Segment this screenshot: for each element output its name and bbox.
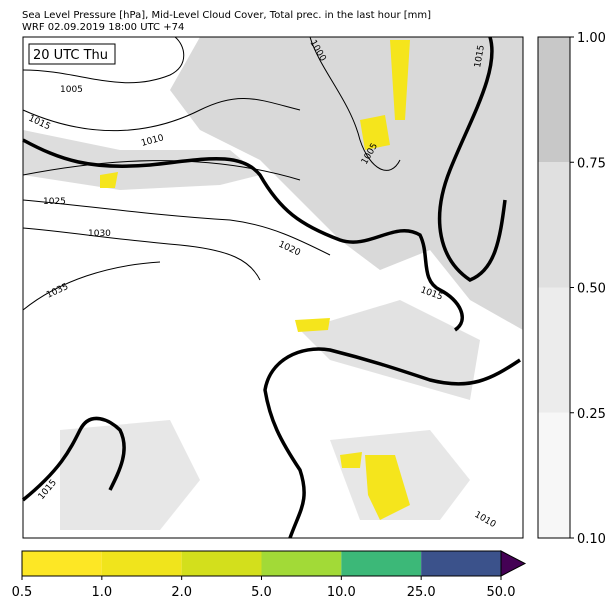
- precip-colorbar: 0.5 1.0 2.0 5.0 10.0 25.0 50.0: [12, 550, 527, 600]
- colorbar-tick-label: 1.00: [577, 31, 606, 46]
- cloud-areas: [23, 37, 523, 530]
- colorbar-band: [538, 37, 570, 163]
- precip-areas: [100, 40, 410, 520]
- colorbar-tick-label: 50.0: [487, 585, 516, 600]
- contour-label: 1015: [473, 44, 487, 68]
- colorbar-tick-label: 0.50: [577, 282, 606, 297]
- colorbar-band: [181, 551, 262, 576]
- colorbar-extension: [500, 550, 527, 577]
- colorbar-tick-label: 0.75: [577, 156, 606, 171]
- colorbar-tick-label: 0.10: [577, 532, 606, 547]
- colorbar-band: [261, 551, 342, 576]
- colorbar-band: [101, 551, 182, 576]
- colorbar-tick-label: 10.0: [327, 585, 356, 600]
- time-label-box: [28, 43, 116, 65]
- colorbar-tick-label: 1.0: [91, 585, 112, 600]
- map: 1005 1015 1010 1025 1030 1035 1020 1000 …: [21, 36, 524, 539]
- cloud-colorbar: 1.00 0.75 0.50 0.25 0.10: [537, 31, 606, 547]
- map-frame: [22, 36, 524, 539]
- isobar-1015: [21, 36, 521, 539]
- colorbar-tick-label: 25.0: [407, 585, 436, 600]
- time-label: 20 UTC Thu: [33, 48, 108, 63]
- colorbar-tick-label: 5.0: [251, 585, 272, 600]
- contour-label: 1025: [43, 197, 66, 207]
- colorbar-tick-label: 0.5: [12, 585, 33, 600]
- contour-label: 1005: [60, 85, 83, 95]
- colorbar-band: [421, 551, 501, 576]
- colorbar-tick-label: 2.0: [171, 585, 192, 600]
- contour-label: 1030: [88, 229, 111, 239]
- title-line: Sea Level Pressure [hPa], Mid-Level Clou…: [22, 10, 431, 21]
- colorbar-tick-label: 0.25: [577, 407, 606, 422]
- colorbar-band: [538, 287, 570, 413]
- colorbar-band: [341, 551, 422, 576]
- isobars: [22, 36, 401, 311]
- title-line: WRF 02.09.2019 18:00 UTC +74: [22, 22, 184, 33]
- colorbar-band: [538, 412, 570, 538]
- colorbar-band: [22, 551, 102, 576]
- colorbar-band: [538, 162, 570, 288]
